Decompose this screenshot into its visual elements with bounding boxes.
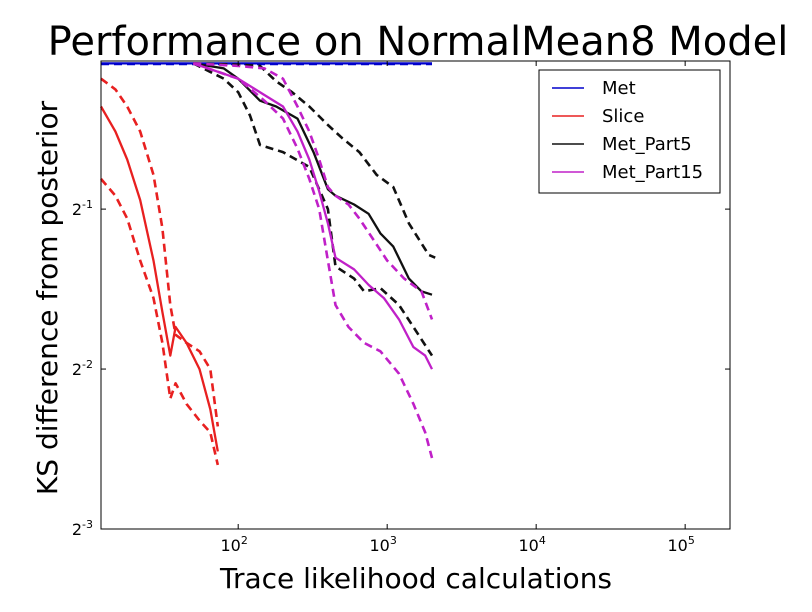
x-axis-label: Trace likelihood calculations [219, 562, 612, 595]
series-line-met-part15-upper [193, 62, 434, 320]
chart-title: Performance on NormalMean8 Model [48, 19, 789, 65]
plot-frame [100, 60, 731, 530]
legend: Met Slice Met_Part5 Met_Part15 [538, 69, 721, 194]
series-line-met-part5-lower [192, 62, 434, 357]
x-tick-label: 105 [667, 534, 694, 555]
series-line-slice-mean [100, 105, 219, 452]
series-line-met-part5-upper [193, 62, 436, 259]
legend-label: Met [602, 78, 636, 99]
legend-label: Slice [602, 106, 644, 127]
series-line-slice-lower [100, 178, 220, 466]
series-line-slice-upper [100, 77, 220, 427]
y-tick-label: 2-1 [72, 198, 93, 219]
legend-items: Met Slice Met_Part5 Met_Part15 [552, 78, 703, 183]
series-layer [100, 62, 436, 466]
series-line-met-part15-lower [192, 62, 434, 459]
y-tick-label: 2-3 [72, 518, 93, 539]
y-tick-label: 2-2 [72, 358, 93, 379]
series-line-met-part5-mean [193, 62, 433, 296]
x-tick-label: 103 [369, 534, 396, 555]
legend-label: Met_Part5 [602, 134, 692, 155]
legend-label: Met_Part15 [602, 162, 703, 183]
tick-layer: 102 103 104 105 2-3 2-2 2-1 [72, 61, 730, 555]
x-tick-label: 102 [221, 534, 248, 555]
series-line-met-part15-mean [192, 62, 434, 370]
y-axis-label: KS difference from posterior [31, 100, 64, 495]
x-tick-label: 104 [518, 534, 545, 555]
